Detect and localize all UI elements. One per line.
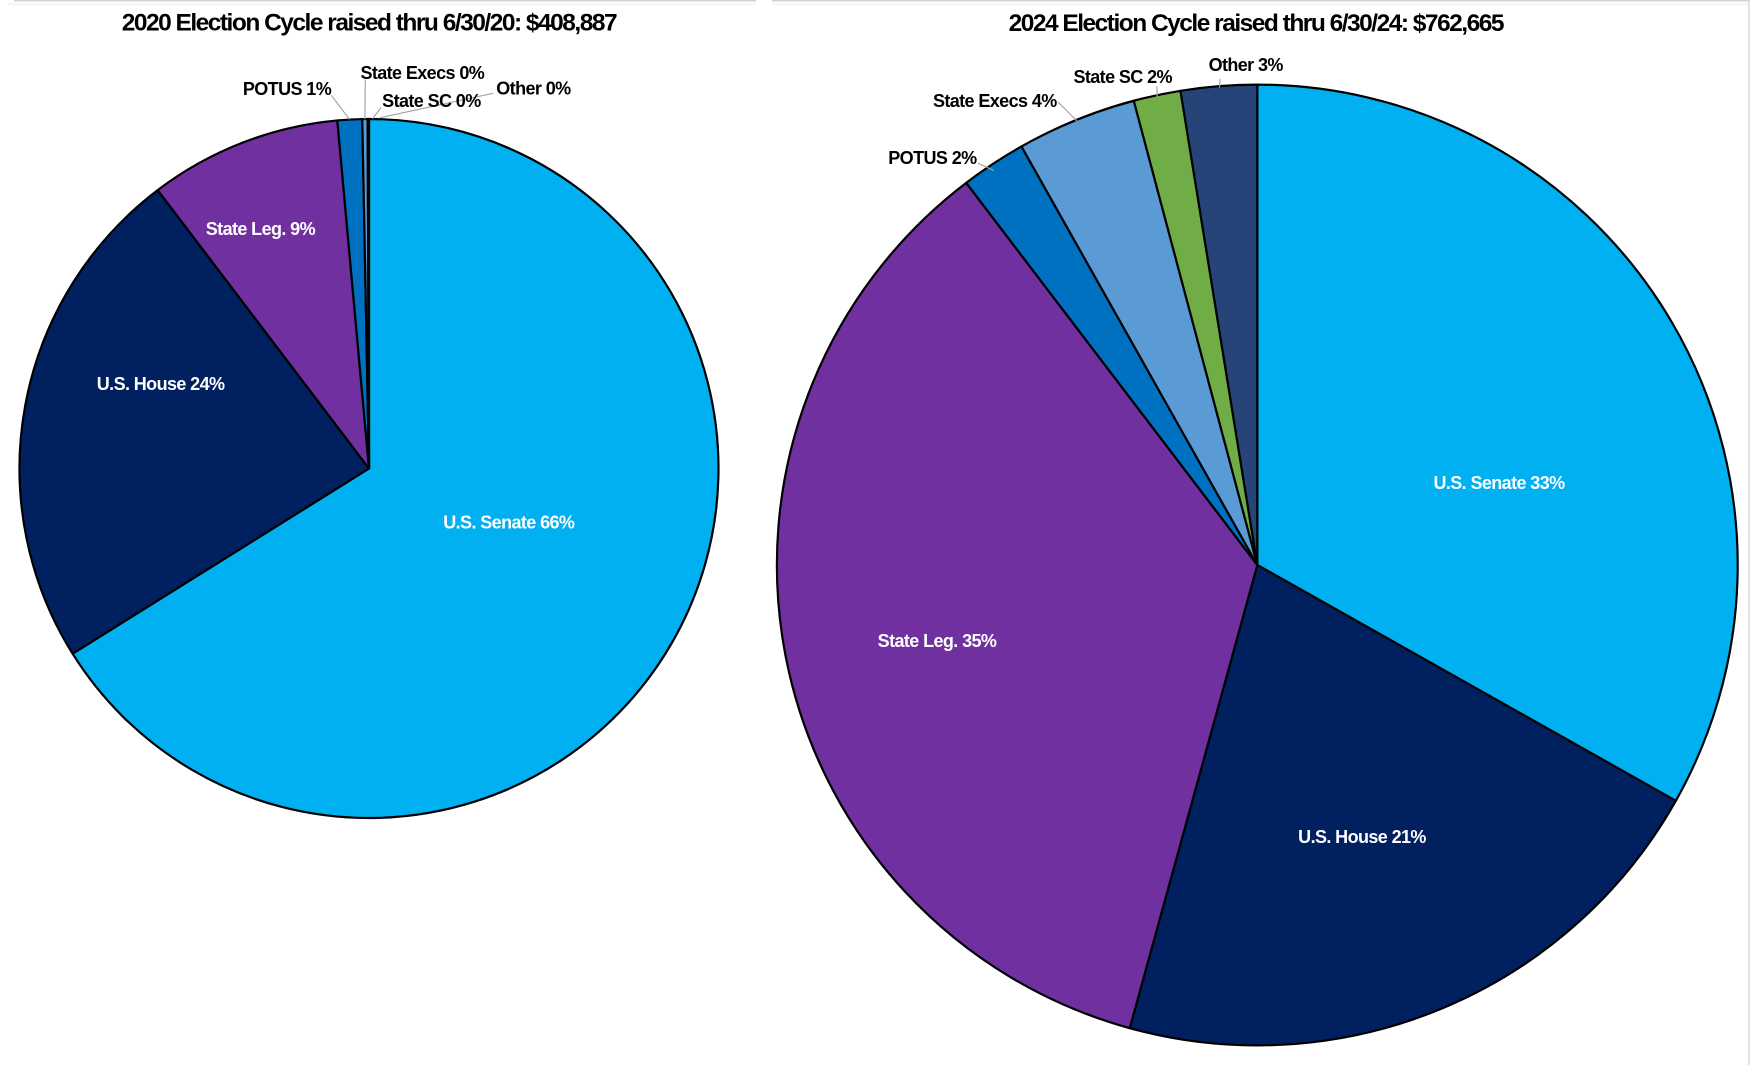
svg-text:2020 Election Cycle raised thr: 2020 Election Cycle raised thru 6/30/20:… (122, 10, 617, 37)
svg-text:POTUS 1%: POTUS 1% (243, 79, 332, 99)
svg-text:U.S. Senate 66%: U.S. Senate 66% (443, 512, 575, 532)
svg-text:State Leg. 35%: State Leg. 35% (878, 631, 997, 651)
svg-text:2024 Election Cycle raised thr: 2024 Election Cycle raised thru 6/30/24:… (1009, 10, 1504, 37)
svg-text:State SC 2%: State SC 2% (1073, 67, 1172, 87)
svg-text:Other 0%: Other 0% (496, 79, 571, 99)
svg-text:POTUS 2%: POTUS 2% (888, 148, 977, 168)
svg-text:Other 3%: Other 3% (1209, 55, 1284, 75)
svg-text:State SC 0%: State SC 0% (382, 91, 481, 111)
svg-text:State Execs 4%: State Execs 4% (933, 91, 1057, 111)
svg-text:State Execs 0%: State Execs 0% (360, 63, 484, 83)
svg-text:U.S. House 21%: U.S. House 21% (1298, 827, 1426, 847)
svg-text:State Leg. 9%: State Leg. 9% (206, 219, 316, 239)
svg-text:U.S. House 24%: U.S. House 24% (97, 374, 225, 394)
svg-text:U.S. Senate 33%: U.S. Senate 33% (1433, 473, 1565, 493)
